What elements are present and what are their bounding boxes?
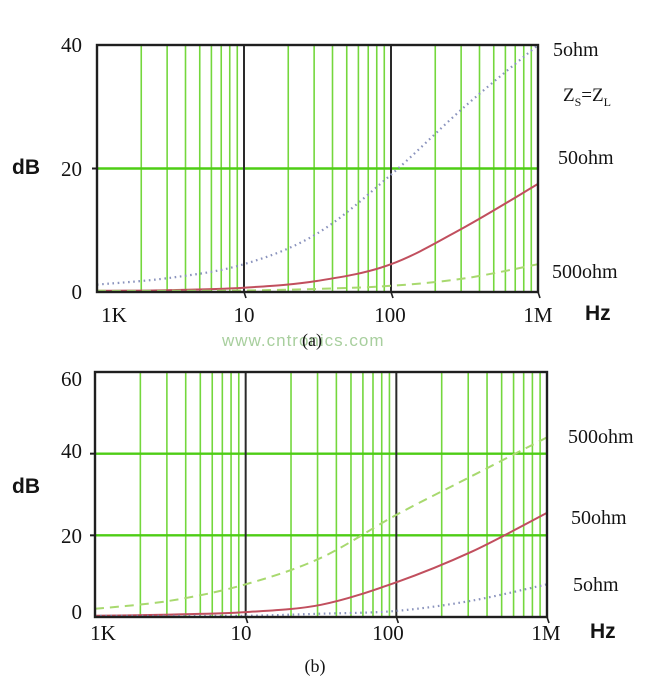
chart-b-series-label-50ohm: 50ohm — [571, 507, 627, 529]
chart-a-caption: (a) — [302, 330, 322, 350]
chart-a-ytick-0: 0 — [71, 280, 83, 304]
chart-a-xtick-10k: 10 — [233, 303, 255, 327]
chart-a-xtick-1k: 1K — [101, 303, 127, 327]
chart-a-plot-area — [92, 43, 541, 299]
chart-a-xtick-100k: 100 — [374, 303, 406, 327]
chart-a-series-label-500ohm: 500ohm — [552, 261, 618, 283]
chart-b-xtick-1m: 1M — [531, 621, 561, 645]
chart-b-xtick-1k: 1K — [90, 621, 116, 645]
chart-b-ytick-60: 60 — [61, 367, 82, 391]
chart-b-caption: (b) — [304, 656, 326, 676]
chart-a-ytick-40: 40 — [61, 33, 82, 57]
zs-zl-annotation: ZS=ZL — [563, 85, 611, 109]
chart-b-series-label-5ohm: 5ohm — [573, 574, 619, 596]
chart-a-series-label-50ohm: 50ohm — [558, 147, 614, 169]
watermark: www.cntronics.com — [222, 331, 385, 350]
chart-a-series-label-5ohm: 5ohm — [553, 39, 599, 61]
chart-a-y-axis-label: dB — [12, 156, 40, 179]
chart-b-ytick-20: 20 — [61, 524, 82, 548]
chart-a-xtick-1m: 1M — [523, 303, 553, 327]
chart-b-series-label-500ohm: 500ohm — [568, 426, 634, 448]
chart-b-x-axis-label: Hz — [590, 620, 616, 643]
chart-b-ytick-0: 0 — [71, 600, 83, 624]
chart-b-ytick-40: 40 — [61, 439, 82, 463]
chart-a-ytick-20: 20 — [61, 157, 82, 181]
chart-b-y-axis-label: dB — [12, 475, 40, 498]
chart-b-xtick-100k: 100 — [372, 621, 404, 645]
chart-b-xtick-10k: 10 — [230, 621, 252, 645]
chart-a-x-axis-label: Hz — [585, 302, 611, 325]
chart-b-plot-area — [90, 370, 550, 624]
